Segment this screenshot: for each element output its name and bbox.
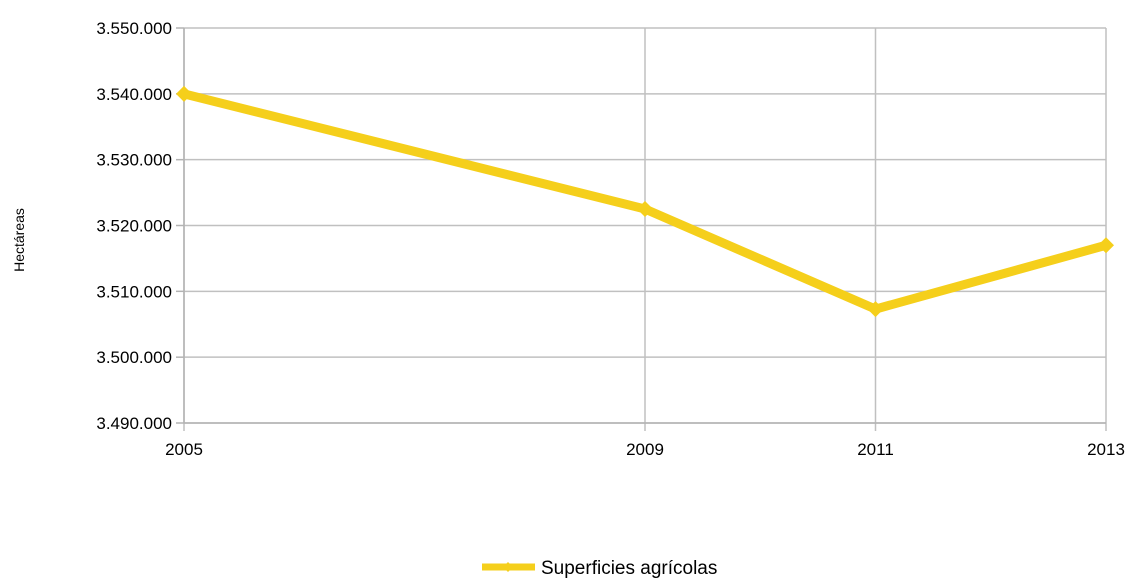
y-tick-label: 3.490.000 [96,414,172,433]
data-point[interactable] [176,85,192,102]
y-tick-label: 3.510.000 [96,282,172,301]
data-point[interactable] [637,201,653,218]
y-axis-title: Hectáreas [11,208,27,272]
x-tick-label: 2005 [165,440,203,459]
x-tick-label: 2011 [857,440,894,459]
legend-label: Superficies agrícolas [541,558,717,579]
data-point[interactable] [867,301,884,318]
legend-swatch-marker [503,562,513,572]
grid-layer [183,27,1107,431]
x-tick-label: 2013 [1087,440,1125,459]
y-tick-label: 3.530.000 [96,151,172,170]
y-tick-label: 3.550.000 [96,19,172,38]
y-tick-label: 3.500.000 [96,348,172,367]
data-point[interactable] [1098,237,1114,254]
series-layer [176,85,1114,318]
x-tick-label: 2009 [626,440,664,459]
y-tick-label: 3.540.000 [96,85,172,104]
x-tick-labels: 2005 2009 2011 2013 [165,440,1125,459]
legend[interactable]: Superficies agrícolas [482,558,717,579]
y-tick-labels: 3.490.000 3.500.000 3.510.000 3.520.000 3.53… [96,19,172,433]
series-line [179,89,1111,314]
y-tick-label: 3.520.000 [96,217,172,236]
